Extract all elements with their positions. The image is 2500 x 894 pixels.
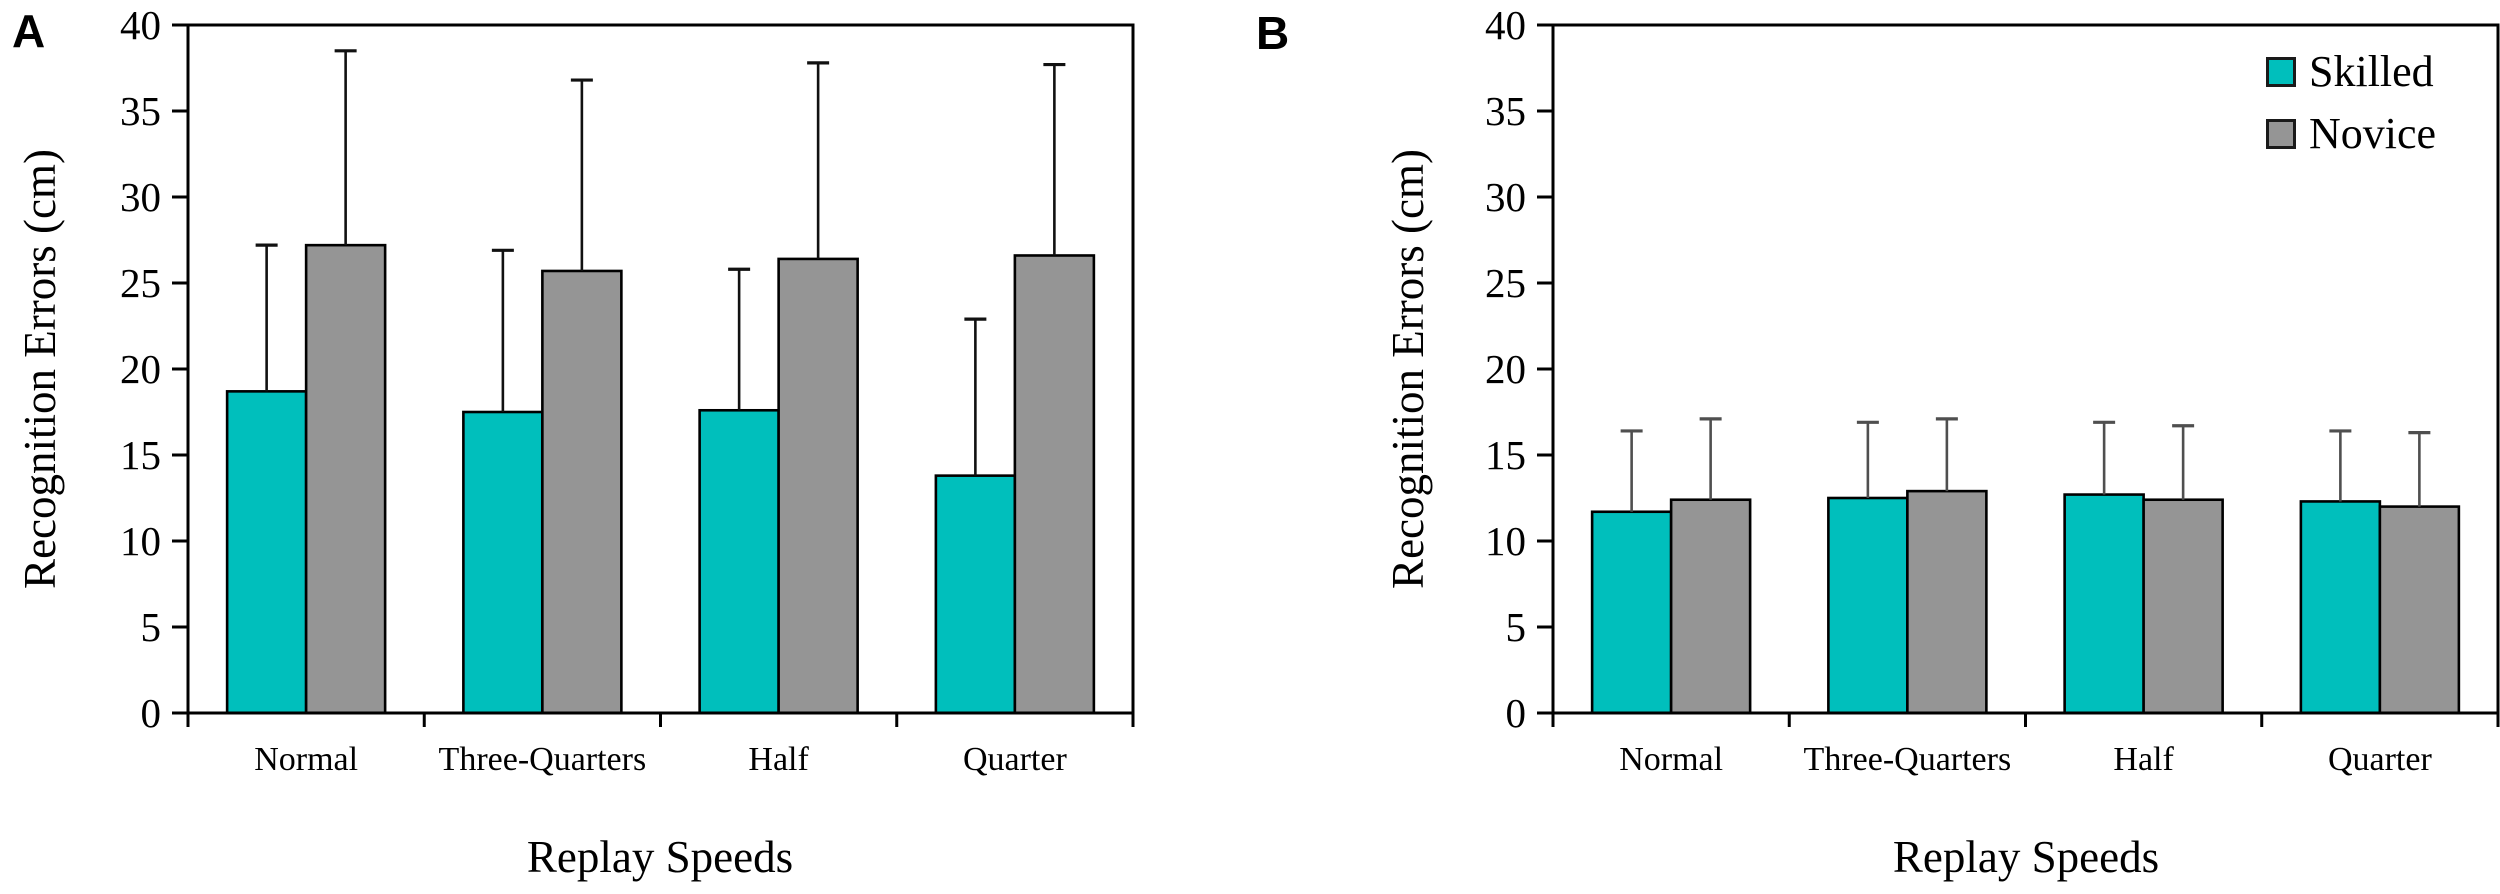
y-tick-label-B-25: 25 [1485,260,1526,306]
y-tick-label-A-25: 25 [120,260,161,306]
bar-B-novice-half [2142,498,2224,715]
bar-A-skilled-normal [225,390,308,715]
x-tick-label-A-half: Half [748,741,809,778]
bar-B-novice-normal [1669,498,1752,715]
panel-b-x-axis-title: Replay Speeds [1892,832,2160,882]
y-tick-label-A-5: 5 [141,604,162,650]
legend-row-novice: Novice [2266,112,2436,156]
bar-B-skilled-half [2063,493,2145,715]
bar-B-skilled-quarter [2299,500,2382,715]
bar-A-novice-quarter [1013,254,1096,715]
legend-row-skilled: Skilled [2266,50,2436,94]
y-tick-label-B-15: 15 [1485,432,1526,478]
bar-A-novice-half [777,257,859,715]
panel-b-letter: B [1256,7,1290,59]
bar-B-skilled-three-quarters [1827,496,1909,715]
panel-b-y-axis-title: Recognition Errors (cm) [1383,149,1433,589]
x-tick-label-B-quarter: Quarter [2328,741,2433,778]
y-tick-label-A-35: 35 [120,88,161,134]
y-tick-label-B-30: 30 [1485,174,1526,220]
y-tick-label-B-35: 35 [1485,88,1526,134]
bar-A-skilled-half [698,408,780,715]
y-tick-label-A-20: 20 [120,346,161,392]
panel-a-letter: A [12,5,46,57]
y-tick-label-B-5: 5 [1506,604,1527,650]
y-tick-label-B-10: 10 [1485,518,1526,564]
legend-label-novice: Novice [2309,109,2437,158]
y-tick-label-A-40: 40 [120,2,161,48]
x-tick-label-A-quarter: Quarter [963,741,1068,778]
bar-A-skilled-three-quarters [462,410,544,715]
y-tick-label-A-15: 15 [120,432,161,478]
legend-swatch-novice-icon [2266,119,2296,149]
bar-A-skilled-quarter [934,474,1017,715]
x-tick-label-B-normal: Normal [1619,741,1723,778]
x-tick-label-B-three-quarters: Three-Quarters [1804,741,2012,778]
y-tick-label-B-0: 0 [1506,690,1527,736]
y-tick-label-A-30: 30 [120,174,161,220]
x-tick-label-A-three-quarters: Three-Quarters [439,741,647,778]
y-tick-label-A-10: 10 [120,518,161,564]
legend: Skilled Novice [2266,50,2436,156]
legend-label-skilled: Skilled [2309,47,2434,96]
bar-B-novice-quarter [2378,505,2461,715]
y-tick-label-B-20: 20 [1485,346,1526,392]
y-tick-label-B-40: 40 [1485,2,1526,48]
x-tick-label-A-normal: Normal [254,741,358,778]
panel-a-x-axis-title: Replay Speeds [526,832,794,882]
y-tick-label-A-0: 0 [141,690,162,736]
legend-swatch-skilled-icon [2266,57,2296,87]
bar-B-novice-three-quarters [1906,489,1988,715]
panel-a-y-axis-title: Recognition Errors (cm) [15,149,65,589]
bar-A-novice-three-quarters [541,269,623,715]
bar-B-skilled-normal [1590,510,1673,715]
x-tick-label-B-half: Half [2113,741,2174,778]
bar-A-novice-normal [304,243,387,715]
